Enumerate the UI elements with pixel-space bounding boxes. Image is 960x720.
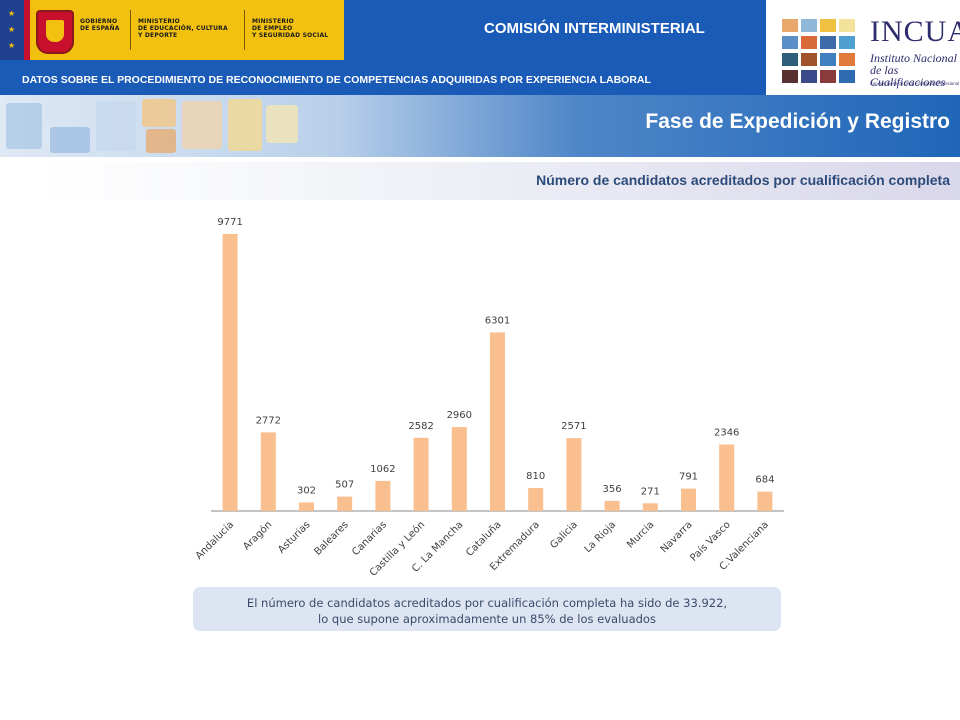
commission-title: COMISIÓN INTERMINISTERIAL	[484, 20, 705, 37]
data-label: 2346	[714, 428, 739, 439]
data-label: 684	[755, 475, 774, 486]
category-label: Andalucía	[193, 519, 236, 562]
bar	[451, 427, 467, 511]
category-label: Baleares	[312, 519, 350, 557]
eu-flag: ★ ★ ★	[0, 0, 24, 60]
data-label: 2960	[447, 410, 472, 421]
star-icon: ★	[8, 25, 16, 34]
bar	[757, 491, 773, 511]
summary-note	[193, 587, 781, 631]
bar	[260, 432, 276, 511]
category-label: Murcia	[625, 519, 656, 550]
data-label: 507	[335, 480, 354, 491]
category-label: Aragón	[241, 519, 275, 553]
bar	[528, 488, 544, 511]
page-title: Fase de Expedición y Registro	[645, 110, 950, 133]
data-label: 6301	[485, 315, 510, 326]
data-label: 9771	[217, 217, 242, 228]
bar	[642, 503, 658, 511]
category-label: Canarias	[350, 519, 389, 558]
data-label: 2772	[256, 415, 281, 426]
summary-line-1: El número de candidatos acreditados por …	[246, 596, 728, 610]
bar	[719, 444, 735, 511]
category-label: Asturias	[276, 519, 312, 555]
coat-of-arms-icon	[36, 10, 74, 54]
category-label: La Rioja	[582, 519, 618, 555]
datos-subtitle: DATOS SOBRE EL PROCEDIMIENTO DE RECONOCI…	[22, 74, 651, 86]
data-label: 2571	[561, 421, 586, 432]
ministry-employment-label: MINISTERIO DE EMPLEO Y SEGURIDAD SOCIAL	[252, 18, 329, 39]
bar	[413, 437, 429, 511]
summary-note-text: El número de candidatos acreditados por …	[193, 595, 781, 627]
bar	[375, 480, 391, 511]
category-label: Galicia	[548, 519, 580, 551]
data-label: 810	[526, 471, 545, 482]
incual-tagline: Consejo General de la Formación Profesio…	[870, 81, 960, 86]
data-label: 791	[679, 472, 698, 483]
bar	[681, 488, 696, 511]
data-label: 271	[641, 486, 660, 497]
logo-divider	[244, 10, 245, 50]
government-label: GOBIERNO DE ESPAÑA	[80, 18, 120, 32]
subtitle-bar	[40, 162, 960, 200]
chart-subtitle: Número de candidatos acreditados por cua…	[536, 172, 950, 188]
summary-line-2: lo que supone aproximadamente un 85% de …	[318, 612, 656, 626]
government-header: ★ ★ ★ GOBIERNO DE ESPAÑA MINISTERIO DE E…	[0, 0, 344, 60]
bar	[490, 332, 505, 511]
datos-strip	[0, 60, 766, 95]
incual-name: INCUAL	[870, 15, 960, 48]
data-label: 302	[297, 485, 316, 496]
star-icon: ★	[8, 41, 16, 50]
category-label: Navarra	[659, 519, 695, 555]
decorative-banner	[0, 95, 960, 157]
data-label: 2582	[408, 421, 433, 432]
bar	[566, 438, 582, 511]
bar	[337, 496, 353, 511]
data-label: 356	[603, 484, 622, 495]
star-icon: ★	[8, 9, 16, 18]
bar	[604, 500, 620, 511]
logo-divider	[130, 10, 131, 50]
incual-full-name: Instituto Nacional de las Cualificacione…	[870, 51, 957, 89]
bar	[299, 502, 314, 511]
bar	[222, 234, 238, 511]
incual-logo	[766, 0, 960, 95]
ministry-education-label: MINISTERIO DE EDUCACIÓN, CULTURA Y DEPOR…	[138, 18, 228, 39]
category-label: Cataluña	[464, 519, 503, 558]
data-label: 1062	[370, 464, 395, 475]
spain-flag-stripe	[24, 0, 30, 60]
